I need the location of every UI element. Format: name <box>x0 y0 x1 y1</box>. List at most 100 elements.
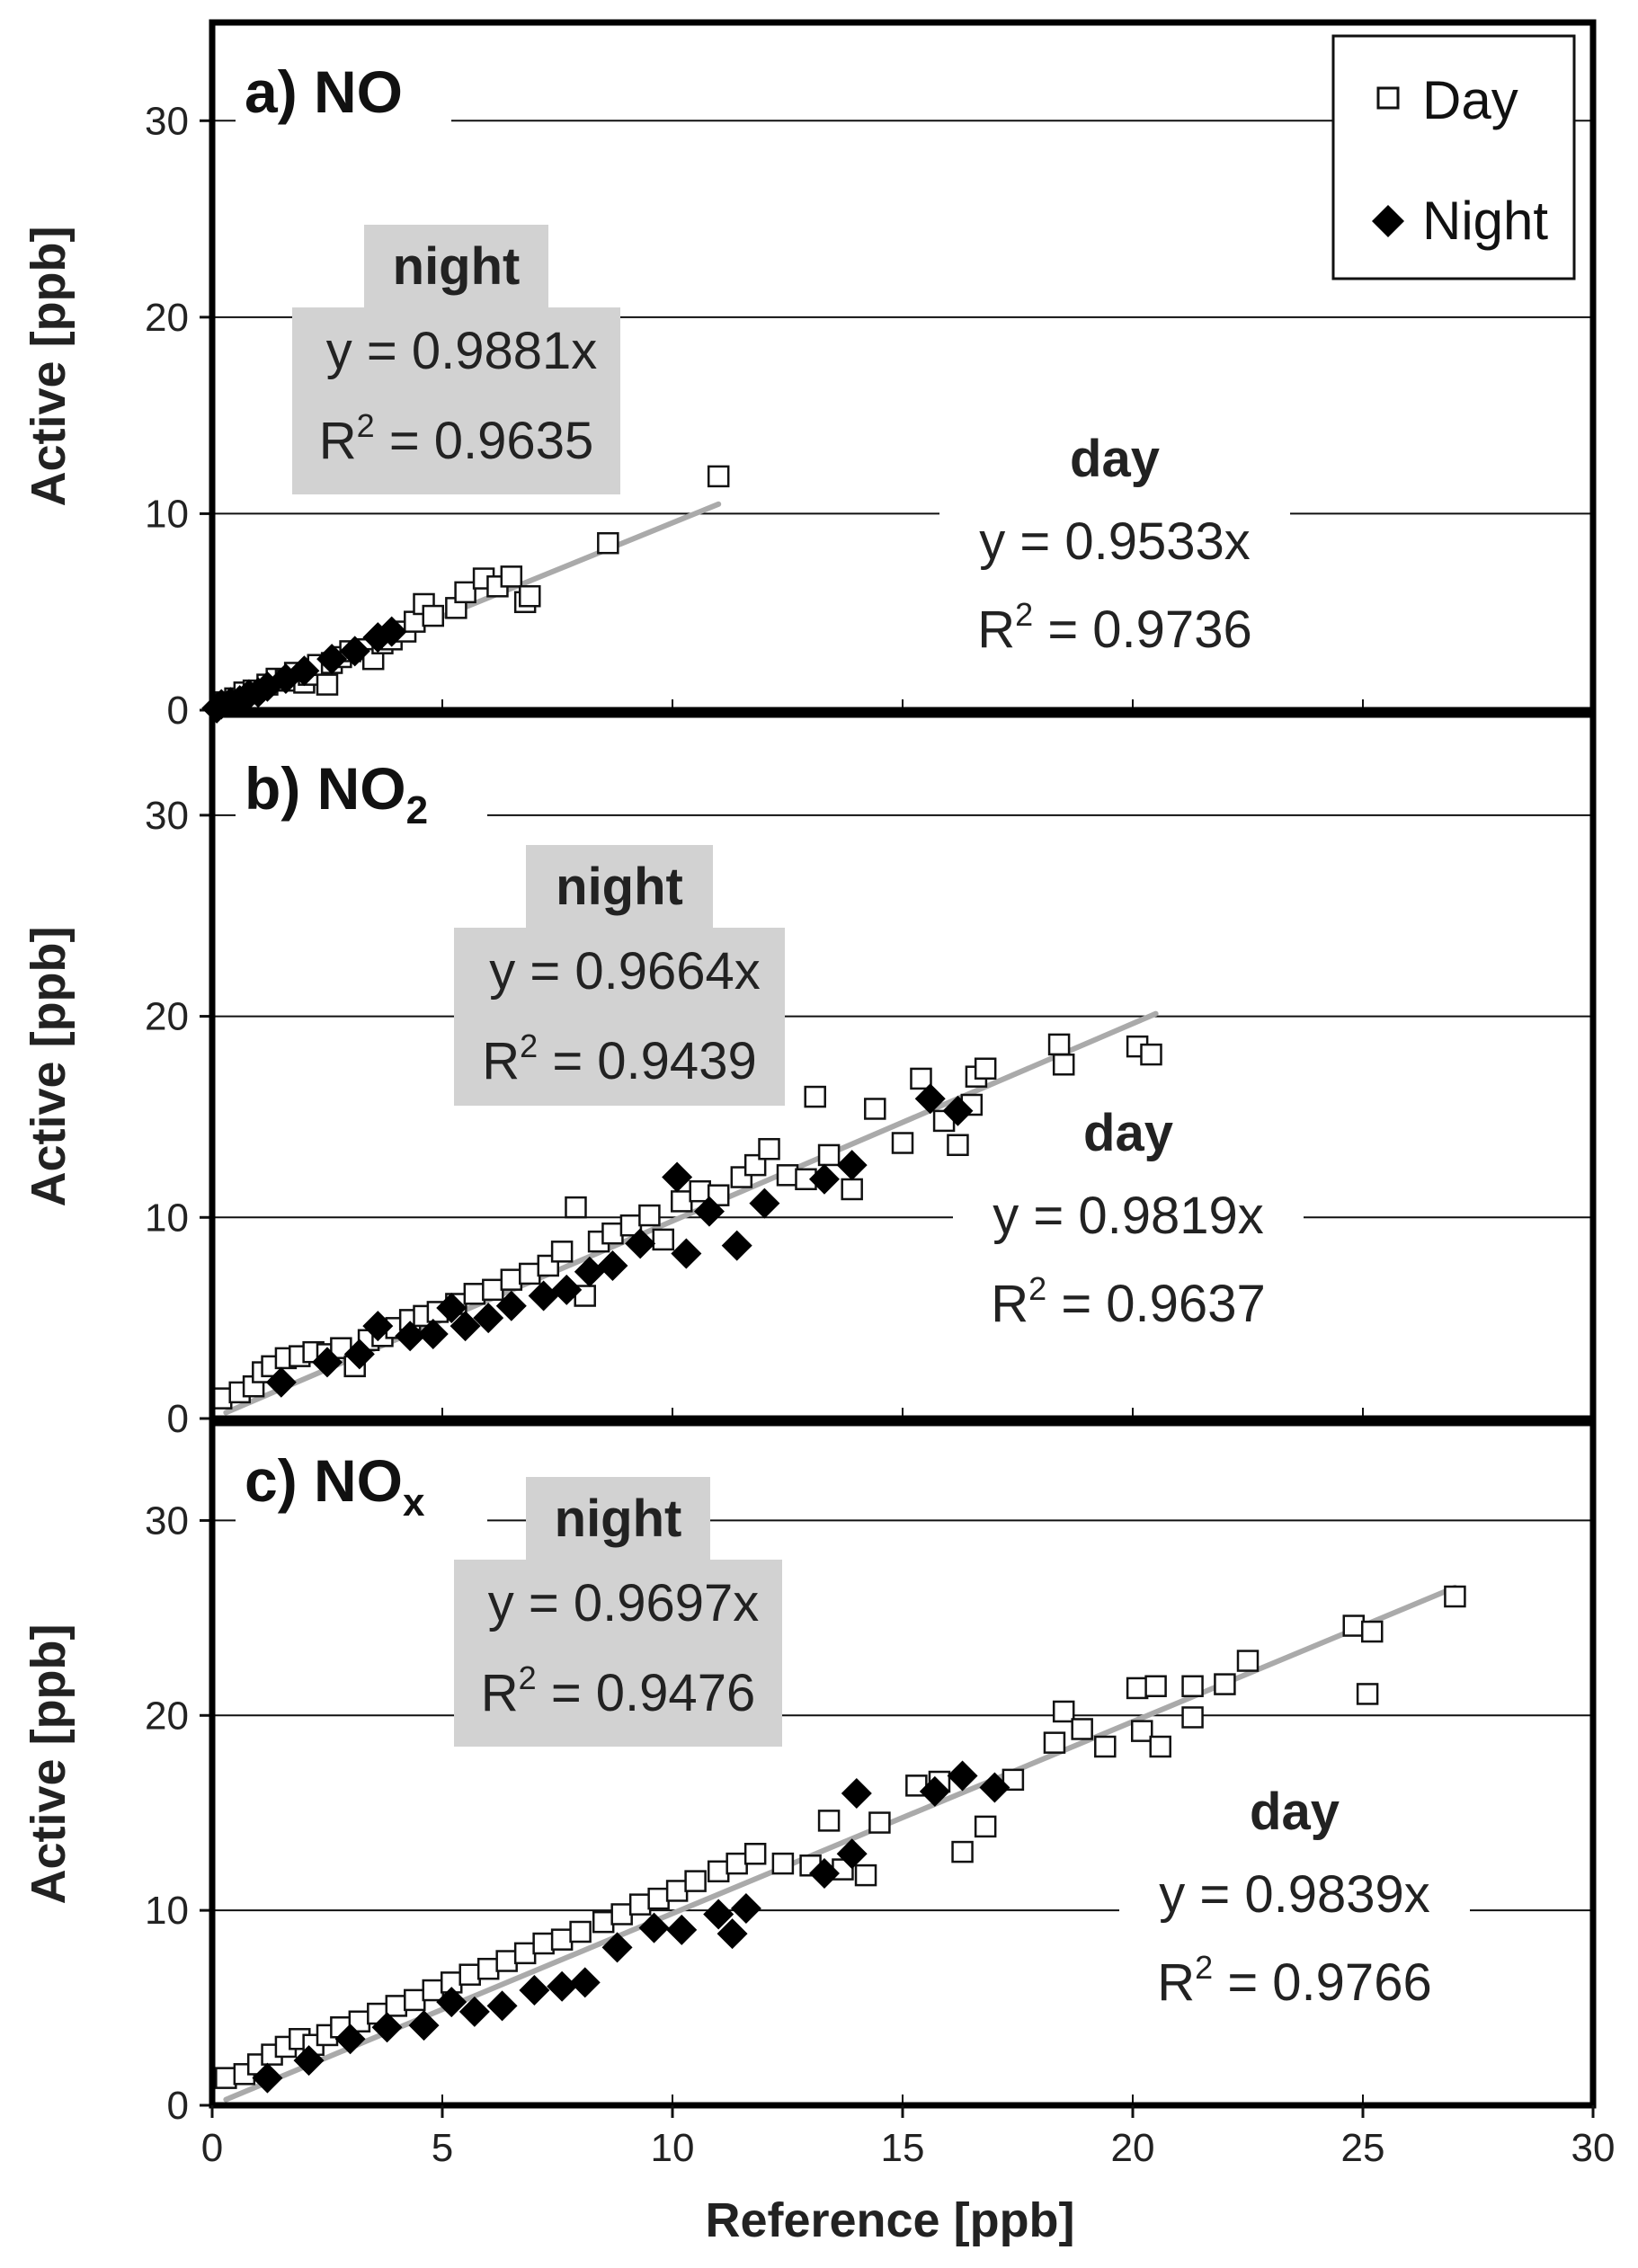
day-point <box>1356 1683 1379 1705</box>
night-point <box>519 1975 550 2006</box>
day-point <box>601 1222 624 1245</box>
day-point <box>652 1228 675 1251</box>
night-point <box>252 2062 283 2094</box>
night-fit-title-box <box>364 225 548 307</box>
night-fit-title: night <box>556 858 683 916</box>
night-point <box>528 1280 559 1312</box>
night-point <box>376 616 407 647</box>
legend-day-marker <box>1376 86 1400 110</box>
day-point <box>1140 1043 1162 1066</box>
legend-night-marker <box>1372 205 1404 237</box>
day-point <box>592 1910 615 1934</box>
night-point <box>408 2010 440 2041</box>
day-point <box>974 1057 997 1080</box>
day-fit-r2: R2 = 0.9637 <box>991 1270 1265 1333</box>
night-point <box>919 1775 950 1807</box>
day-point <box>854 1863 877 1887</box>
day-point <box>550 1241 574 1263</box>
day-point <box>1144 1675 1167 1698</box>
night-point <box>395 1321 426 1352</box>
day-point <box>458 1963 481 1986</box>
night-point <box>547 1970 578 2002</box>
night-point <box>914 1083 946 1115</box>
night-fit-equation: y = 0.9664x <box>489 942 761 1001</box>
night-point <box>371 2012 403 2043</box>
day-point <box>422 604 445 627</box>
y-tick-label: 10 <box>145 492 189 536</box>
y-tick-label: 30 <box>145 794 189 838</box>
day-point <box>841 1178 863 1201</box>
night-point <box>574 1256 605 1287</box>
day-point <box>1071 1718 1093 1740</box>
day-point <box>665 1880 689 1902</box>
day-point <box>817 1810 841 1832</box>
day-point <box>1181 1675 1204 1698</box>
legend-day-label: Day <box>1422 70 1518 130</box>
day-point <box>864 1098 886 1120</box>
day-point <box>532 1932 555 1955</box>
day-point <box>404 1988 426 2012</box>
night-point <box>495 1290 527 1321</box>
x-tick-label: 20 <box>1111 2126 1155 2170</box>
night-point <box>662 1161 693 1193</box>
night-point <box>334 2023 366 2055</box>
day-point <box>726 1852 748 1875</box>
y-axis-title: Active [ppb] <box>22 926 76 1206</box>
y-tick-label: 20 <box>145 296 189 340</box>
day-fit-equation: y = 0.9533x <box>979 512 1251 571</box>
day-point <box>689 1179 711 1203</box>
day-fit-box <box>1119 1775 1470 1991</box>
night-point <box>808 1857 840 1889</box>
day-point <box>1001 1768 1025 1792</box>
fit-line <box>223 1584 1458 2103</box>
day-fit-box <box>953 1097 1304 1312</box>
x-tick-label: 10 <box>651 2126 695 2170</box>
day-point <box>707 1860 730 1883</box>
day-point <box>638 1204 661 1227</box>
night-point <box>289 655 320 687</box>
day-fit-r2: R2 = 0.9766 <box>1157 1949 1431 2012</box>
day-fit-title: day <box>1083 1104 1173 1162</box>
night-point <box>671 1238 702 1269</box>
night-point <box>808 1163 840 1195</box>
panel-label: a) NO <box>245 58 403 125</box>
night-point <box>721 1230 752 1261</box>
day-point <box>513 1942 537 1965</box>
day-point <box>628 1893 652 1916</box>
night-point <box>625 1228 656 1259</box>
day-point <box>684 1870 707 1892</box>
legend-box <box>1331 34 1576 280</box>
night-point <box>947 1760 978 1792</box>
night-fit-r2: R2 = 0.9635 <box>319 407 593 470</box>
day-point <box>804 1085 826 1108</box>
panel-c: 0 10 20 30 Active [ppb] c) NOx night y = 0.9697… <box>22 1419 1597 2128</box>
x-tick-label: 15 <box>881 2126 925 2170</box>
day-point <box>1094 1735 1117 1758</box>
day-fit-r2: R2 = 0.9736 <box>977 596 1251 659</box>
y-tick-label: 30 <box>145 99 189 143</box>
night-point <box>749 1187 780 1219</box>
day-point <box>951 1840 974 1863</box>
day-point <box>215 2067 237 2089</box>
night-point <box>836 1150 868 1181</box>
night-point <box>841 1778 872 1810</box>
night-point <box>569 1967 601 1998</box>
night-point <box>730 1892 761 1924</box>
night-fit-title-box <box>526 1477 710 1560</box>
day-fit-box <box>939 422 1290 638</box>
day-point <box>868 1811 891 1834</box>
day-point <box>1043 1731 1066 1754</box>
day-point <box>1342 1614 1366 1637</box>
night-point <box>312 1347 343 1378</box>
y-tick-label: 10 <box>145 1889 189 1933</box>
day-point <box>771 1852 795 1875</box>
night-point <box>293 2045 325 2077</box>
day-point <box>519 584 541 608</box>
day-point <box>707 465 730 488</box>
day-point <box>1214 1673 1236 1695</box>
x-tick-label: 5 <box>432 2126 453 2170</box>
night-point <box>473 1303 504 1334</box>
day-point <box>1130 1720 1153 1742</box>
night-fit-equation: y = 0.9881x <box>326 322 598 380</box>
night-fit-title: night <box>393 237 521 296</box>
